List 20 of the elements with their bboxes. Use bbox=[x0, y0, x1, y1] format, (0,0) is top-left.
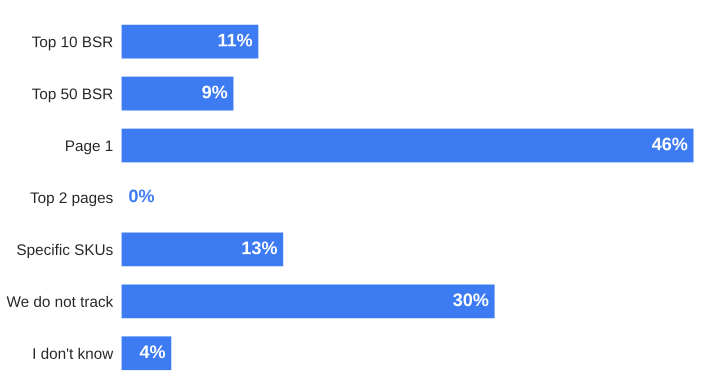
data-label: 46% bbox=[652, 138, 688, 150]
y-tick-label: Top 10 BSR bbox=[32, 36, 113, 50]
bar bbox=[122, 128, 694, 162]
data-label: 9% bbox=[202, 86, 228, 98]
bar bbox=[122, 284, 495, 318]
bar bbox=[122, 76, 234, 110]
y-tick-label: Page 1 bbox=[66, 140, 112, 154]
data-label: 0% bbox=[129, 190, 154, 202]
data-label: 13% bbox=[242, 241, 278, 254]
bar bbox=[122, 24, 258, 58]
y-tick-label: We do not track bbox=[6, 296, 114, 308]
data-label: 11% bbox=[218, 34, 252, 46]
y-tick-label: Specific SKUs bbox=[17, 244, 113, 258]
data-label: 30% bbox=[453, 293, 488, 306]
bar bbox=[122, 336, 172, 370]
y-tick-label: Top 2 pages bbox=[30, 192, 113, 206]
data-label: 4% bbox=[140, 345, 166, 358]
y-tick-label: I don't know bbox=[34, 348, 114, 359]
y-tick-label: Top 50 BSR bbox=[32, 88, 113, 102]
bar bbox=[122, 232, 284, 266]
